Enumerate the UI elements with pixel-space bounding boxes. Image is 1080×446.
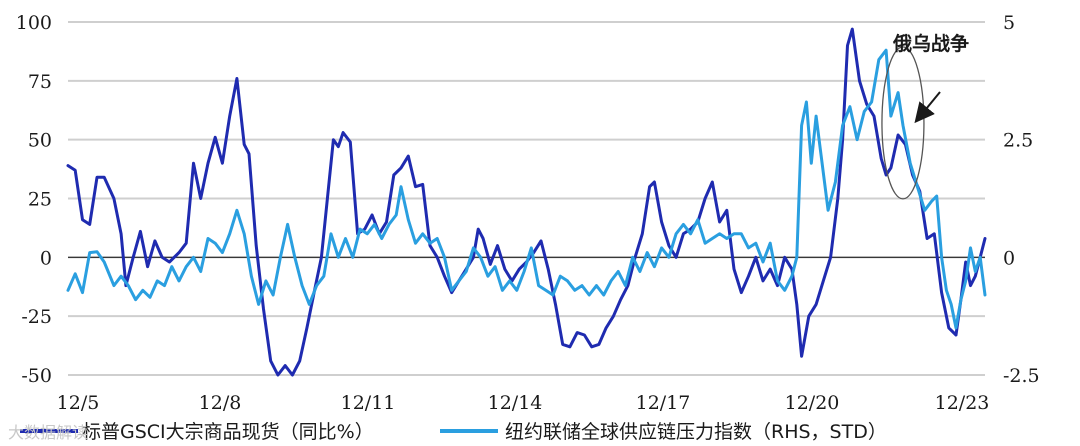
x-tick-label: 12/8	[199, 392, 242, 414]
series-gscpi-line	[66, 48, 987, 330]
y-left-tick-label: -25	[21, 306, 52, 328]
legend: 标普GSCI大宗商品现货（同比%） 纽约联储全球供应链压力指数（RHS，STD）	[20, 421, 887, 443]
x-tick-label: 12/11	[341, 392, 396, 414]
y-right-tick-label: 2.5	[1003, 130, 1033, 152]
y-left-tick-label: 50	[28, 130, 52, 152]
x-tick-label: 12/5	[57, 392, 100, 414]
y-left-tick-label: 0	[40, 247, 52, 269]
legend-label-gscpi: 纽约联储全球供应链压力指数（RHS，STD）	[505, 421, 887, 443]
annotation-arrow	[914, 91, 941, 124]
legend-label-gsci: 标普GSCI大宗商品现货（同比%）	[82, 421, 374, 443]
y-right-tick-label: 0	[1003, 247, 1015, 269]
y-left-tick-label: 100	[16, 12, 52, 34]
series-gsci-line	[66, 27, 987, 377]
annotation-layer: 俄乌战争	[881, 32, 969, 200]
series-layer	[66, 27, 987, 377]
y-left-tick-label: 25	[28, 189, 52, 211]
x-tick-label: 12/20	[785, 392, 840, 414]
watermark: 大数据解读	[8, 423, 88, 442]
y-right-tick-label: 5	[1003, 12, 1015, 34]
axis-layer: 100 75 50 25 0 -25 -50 5 2.5 0 -2.5 12/5 12/8 12/11 12…	[16, 12, 1040, 414]
y-right-tick-label: -2.5	[1003, 365, 1040, 387]
annotation-label: 俄乌战争	[892, 32, 969, 55]
x-tick-label: 12/17	[636, 392, 691, 414]
y-left-tick-label: 75	[28, 71, 52, 93]
y-left-tick-label: -50	[21, 365, 52, 387]
x-tick-label: 12/23	[935, 392, 990, 414]
x-tick-label: 12/14	[488, 392, 543, 414]
